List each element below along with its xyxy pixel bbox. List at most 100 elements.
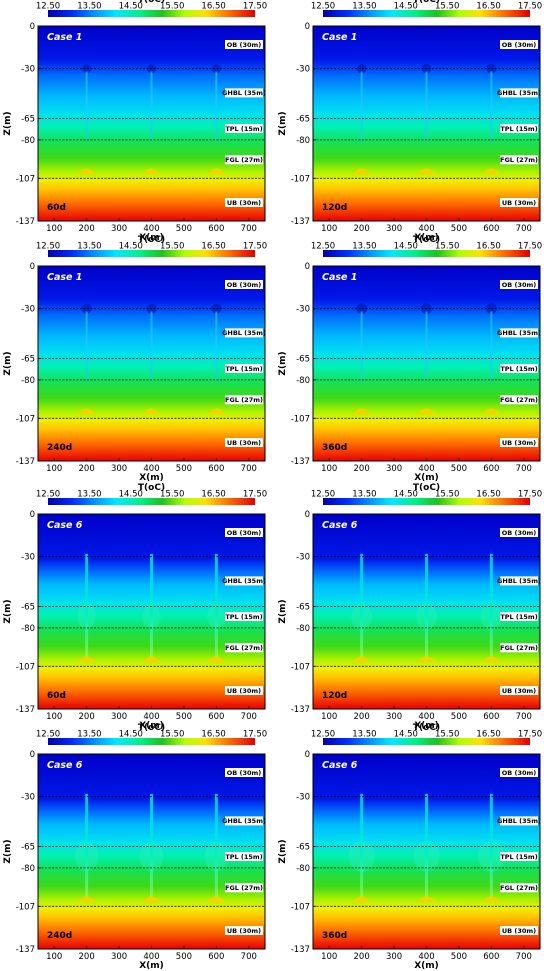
x-tick-label: 400	[418, 224, 434, 234]
colorbar-tick-label: 12.50	[311, 242, 335, 252]
colorbar: T(oC) 12.50 13.50 14.50 15.50 16.50 17.50	[36, 0, 267, 17]
layer-label-text: GHBL (35m)	[222, 89, 266, 97]
colorbar-tick-label: 12.50	[311, 2, 335, 12]
well-plume	[480, 553, 502, 663]
colorbar-tick-label: 17.50	[243, 242, 267, 252]
colorbar-tick-label: 16.50	[476, 2, 500, 12]
x-axis-label: X(m)	[139, 233, 164, 243]
time-box: 60d	[47, 203, 66, 213]
z-tick-label: -80	[21, 136, 35, 146]
colorbar-tick-label: 17.50	[243, 730, 267, 740]
x-axis-label: X(m)	[414, 233, 439, 243]
colorbar-title: T(oC)	[138, 0, 165, 5]
time-label: 240d	[47, 443, 72, 453]
x-tick-label: 400	[143, 464, 159, 474]
z-tick-label: 0	[305, 750, 310, 760]
z-tick-label: -80	[21, 864, 35, 874]
colorbar-tick-label: 17.50	[518, 242, 542, 252]
z-axis-label: Z(m)	[278, 839, 288, 863]
time-label: 120d	[322, 203, 347, 213]
layer-label-text: FGL (27m)	[500, 396, 538, 404]
z-tick-label: -107	[291, 414, 310, 424]
x-tick-label: 400	[418, 712, 434, 722]
layer-label-text: GHBL (35m)	[222, 577, 266, 585]
x-tick-label: 600	[483, 712, 499, 722]
z-tick-label: -65	[21, 115, 35, 125]
colorbar-tick-label: 16.50	[201, 490, 225, 500]
well-plume	[482, 63, 501, 175]
colorbar: T(oC) 12.50 13.50 14.50 15.50 16.50 17.50	[311, 235, 542, 257]
x-tick-label: 600	[208, 712, 224, 722]
z-tick-label: -137	[16, 945, 35, 955]
x-tick-label: 700	[516, 464, 532, 474]
colorbar-tick-label: 12.50	[311, 490, 335, 500]
z-tick-label: 0	[30, 750, 35, 760]
x-axis-label: X(m)	[139, 961, 164, 971]
colorbar-tick-label: 15.50	[160, 490, 184, 500]
z-axis-label: Z(m)	[3, 111, 13, 135]
colorbar-tick-label: 15.50	[435, 242, 459, 252]
layer-label: GHBL (35m)	[222, 88, 266, 98]
time-label: 360d	[322, 931, 347, 941]
colorbar-gradient	[48, 10, 255, 17]
time-box: 120d	[322, 203, 347, 213]
z-tick-label: -107	[16, 662, 35, 672]
z-tick-label: -137	[291, 945, 310, 955]
z-tick-label: -137	[291, 705, 310, 715]
colorbar-tick-label: 15.50	[160, 242, 184, 252]
colorbar-tick-label: 15.50	[435, 2, 459, 12]
layer-label: TPL (15m)	[225, 363, 263, 373]
well-plume	[482, 303, 501, 415]
z-tick-label: -30	[21, 305, 35, 315]
layer-label: FGL (27m)	[500, 883, 538, 893]
z-tick-label: -30	[296, 65, 310, 75]
x-tick-label: 200	[79, 464, 95, 474]
z-tick-label: -65	[296, 603, 310, 613]
colorbar: T(oC) 12.50 13.50 14.50 15.50 16.50 17.50	[311, 483, 542, 505]
x-tick-label: 100	[321, 712, 337, 722]
layer-label: OB (30m)	[225, 40, 263, 50]
z-tick-label: 0	[30, 262, 35, 272]
panel-3: T(oC) 12.50 13.50 14.50 15.50 16.50 17.50 OB (3…	[3, 235, 267, 483]
colorbar-tick-label: 16.50	[201, 2, 225, 12]
well-plume	[351, 553, 373, 663]
z-tick-label: -80	[21, 376, 35, 386]
z-axis: 0 -30 -65 -80 -107 -137 Z(m)	[3, 262, 41, 467]
z-tick-label: 0	[305, 262, 310, 272]
x-axis-label: X(m)	[139, 721, 164, 731]
x-tick-label: 200	[79, 224, 95, 234]
z-tick-label: -137	[16, 705, 35, 715]
colorbar-tick-label: 13.50	[77, 490, 101, 500]
z-tick-label: -65	[296, 355, 310, 365]
layer-label: GHBL (35m)	[497, 88, 541, 98]
case-label: Case 1	[322, 32, 357, 43]
layer-label: UB (30m)	[225, 437, 263, 447]
layer-label-text: FGL (27m)	[500, 884, 538, 892]
x-tick-label: 500	[451, 464, 467, 474]
well-plume	[352, 303, 371, 415]
z-tick-label: -137	[16, 217, 35, 227]
panel-7: T(oC) 12.50 13.50 14.50 15.50 16.50 17.50 OB (3…	[3, 723, 267, 971]
layer-label-text: FGL (27m)	[225, 396, 263, 404]
layer-label-text: GHBL (35m)	[497, 577, 541, 585]
x-tick-label: 400	[143, 952, 159, 962]
layer-label-text: TPL (15m)	[225, 613, 262, 621]
colorbar-tick-label: 13.50	[352, 490, 376, 500]
layer-label: TPL (15m)	[225, 851, 263, 861]
case-label: Case 1	[47, 272, 82, 283]
colorbar-tick-label: 16.50	[201, 242, 225, 252]
layer-label-text: TPL (15m)	[225, 125, 262, 133]
colorbar-tick-label: 15.50	[160, 730, 184, 740]
x-tick-label: 700	[516, 712, 532, 722]
x-tick-label: 700	[241, 712, 257, 722]
time-box: 120d	[322, 691, 347, 701]
colorbar-tick-label: 15.50	[435, 490, 459, 500]
well-plume	[207, 64, 226, 175]
layer-label: GHBL (35m)	[497, 816, 541, 826]
layer-label-text: OB (30m)	[502, 281, 537, 289]
x-tick-label: 100	[321, 464, 337, 474]
well-plume	[204, 793, 229, 903]
time-box: 360d	[322, 443, 347, 453]
x-axis: 100 200 300 400 500 600 700 X(m)	[46, 218, 257, 243]
colorbar-title: T(oC)	[413, 0, 440, 5]
